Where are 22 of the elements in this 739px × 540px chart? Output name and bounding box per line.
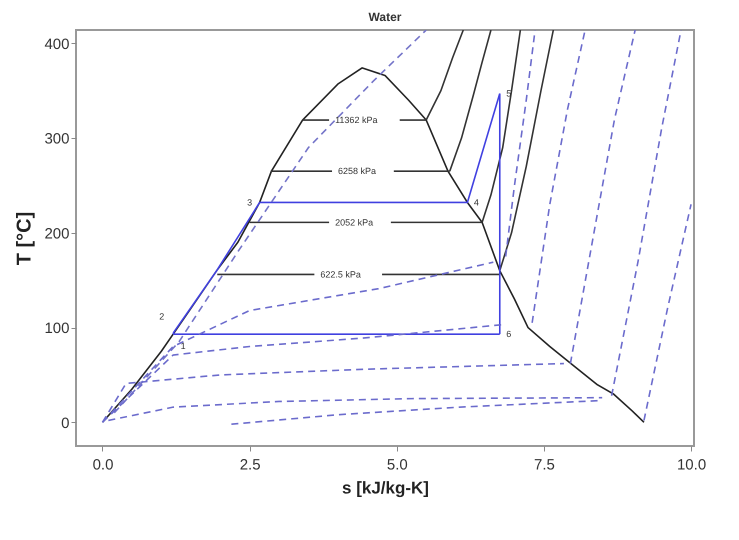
annotation: 3 — [247, 197, 252, 208]
annotation: 6258 kPa — [338, 166, 376, 176]
annotation: 2 — [159, 311, 164, 322]
y-tick-label: 100 — [44, 320, 70, 338]
y-tick-label: 400 — [44, 36, 70, 53]
y-axis-title: T [°C] — [13, 212, 36, 266]
x-tick-label: 7.5 — [534, 456, 555, 474]
annotation: 2052 kPa — [335, 217, 374, 228]
y-tick-label: 300 — [44, 130, 70, 148]
x-tick-label: 0.0 — [92, 456, 114, 474]
y-tick-label: 0 — [61, 414, 70, 432]
x-tick-label: 2.5 — [240, 456, 261, 474]
x-tick-label: 10.0 — [676, 456, 706, 474]
annotation: 4 — [474, 197, 479, 208]
chart-title: Water — [368, 10, 402, 24]
annotation: 1 — [180, 341, 186, 352]
annotation: 6 — [506, 329, 512, 340]
x-tick-label: 5.0 — [386, 456, 408, 474]
y-tick-label: 200 — [44, 225, 70, 242]
annotation: 622.5 kPa — [320, 269, 361, 280]
annotation: 11362 kPa — [335, 115, 378, 126]
x-axis-title: s [kJ/kg-K] — [342, 478, 429, 498]
